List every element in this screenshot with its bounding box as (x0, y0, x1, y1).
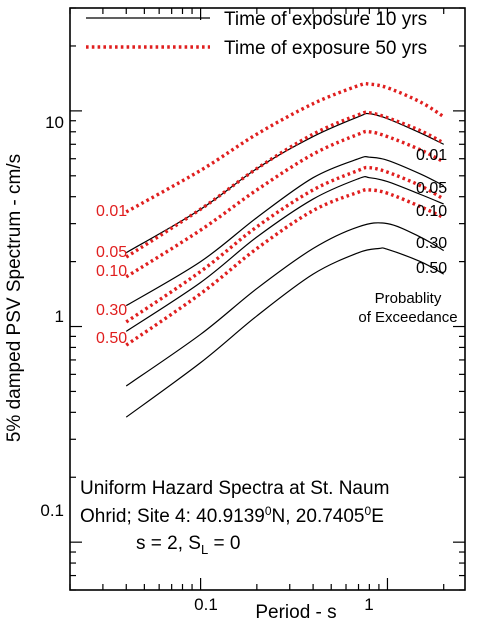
site-text-c: E (371, 506, 384, 527)
series-50yrs-p0-05 (125, 110, 445, 259)
y-tick-label-10: 10 (45, 113, 64, 132)
black-label-0-50: 0.50 (416, 260, 447, 277)
red-label-0-30: 0.30 (96, 302, 127, 319)
site-text-b: N, 20.7405 (272, 506, 365, 527)
series-10yrs-p0-50 (125, 247, 444, 418)
red-label-0-01: 0.01 (96, 203, 127, 220)
y-tick-label-1: 1 (55, 307, 64, 326)
legend-label-10yrs: Time of exposure 10 yrs (224, 9, 427, 30)
series-10yrs-p0-30 (125, 222, 445, 387)
red-label-0-50: 0.50 (96, 330, 127, 347)
series-50yrs-p0-50 (125, 187, 445, 347)
axis-ticks (69, 7, 465, 591)
legend: Time of exposure 10 yrs Time of exposure… (86, 9, 427, 59)
series-10yrs-p0-05 (125, 155, 444, 307)
series-layer (125, 81, 445, 418)
black-label-0-10: 0.10 (416, 203, 447, 220)
y-axis-title: 5% damped PSV Spectrum - cm/s (4, 154, 25, 442)
black-probability-labels: 0.01 0.05 0.10 0.30 0.50 (416, 147, 447, 277)
params-suffix: = 0 (208, 533, 240, 554)
black-label-0-30: 0.30 (416, 235, 447, 252)
series-10yrs-p0-10 (125, 176, 444, 332)
probability-title-line1: Probablity (375, 290, 442, 307)
annotation-site: Ohrid; Site 4: 40.91390N, 20.74050E (80, 504, 384, 527)
series-50yrs-p0-10 (125, 129, 445, 279)
legend-label-50yrs: Time of exposure 50 yrs (224, 38, 427, 59)
x-tick-label-0-1: 0.1 (194, 595, 218, 614)
series-50yrs-p0-30 (125, 165, 445, 324)
probability-title-line2: of Exceedance (358, 309, 457, 326)
annotation-title: Uniform Hazard Spectra at St. Naum (80, 478, 389, 499)
y-tick-label-0-1: 0.1 (40, 501, 64, 520)
red-probability-labels: 0.01 0.05 0.10 0.30 0.50 (96, 203, 127, 347)
degree-mark-2: 0 (365, 504, 372, 518)
degree-mark-1: 0 (265, 504, 272, 518)
plot-frame (69, 7, 466, 591)
x-axis-title: Period - s (255, 602, 336, 623)
probability-title: Probablity of Exceedance (358, 290, 457, 326)
red-label-0-10: 0.10 (96, 263, 127, 280)
series-50yrs-p0-01 (125, 81, 445, 214)
annotation-params: s = 2, SL = 0 (136, 533, 240, 557)
chart-annotation: Uniform Hazard Spectra at St. Naum Ohrid… (80, 478, 389, 557)
series-10yrs-p0-01 (125, 112, 444, 254)
params-subscript: L (201, 542, 208, 557)
params-prefix: s = 2, S (136, 533, 201, 554)
x-tick-label-1: 1 (364, 595, 373, 614)
black-label-0-05: 0.05 (416, 180, 447, 197)
red-label-0-05: 0.05 (96, 244, 127, 261)
black-label-0-01: 0.01 (416, 147, 447, 164)
site-text-a: Ohrid; Site 4: 40.9139 (80, 506, 265, 527)
